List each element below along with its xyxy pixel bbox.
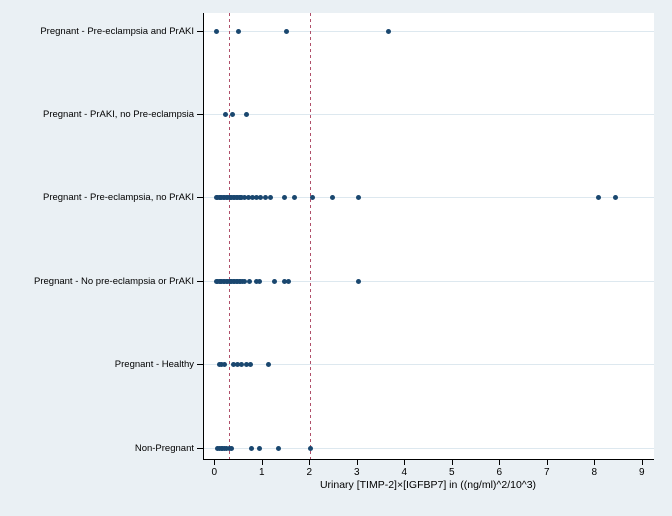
category-label: Pregnant - Pre-eclampsia, no PrAKI — [42, 192, 194, 204]
data-point — [230, 362, 236, 368]
category-tick — [197, 113, 203, 115]
reference-line — [229, 13, 231, 459]
data-point — [258, 195, 264, 201]
x-axis-tick — [641, 460, 643, 465]
data-point — [247, 362, 253, 368]
x-axis-tick-label: 4 — [401, 467, 408, 478]
data-point — [242, 278, 248, 284]
data-point — [256, 445, 262, 451]
data-point — [275, 445, 281, 451]
x-axis-tick — [356, 460, 358, 465]
data-point — [239, 195, 245, 201]
data-point — [246, 195, 252, 201]
category-label: Pregnant - PrAKI, no Pre-eclampsia — [42, 108, 194, 120]
category-tick — [197, 280, 203, 282]
category-tick — [197, 197, 203, 199]
x-axis-tick-label: 6 — [496, 467, 503, 478]
data-point — [267, 195, 273, 201]
data-point — [249, 195, 255, 201]
data-point — [214, 28, 220, 34]
x-axis-tick — [499, 460, 501, 465]
category-label: Pregnant - Healthy — [114, 359, 194, 371]
data-point — [307, 445, 313, 451]
category-gridline — [204, 447, 654, 449]
x-axis-tick — [451, 460, 453, 465]
data-point — [356, 278, 362, 284]
x-axis-tick — [261, 460, 263, 465]
data-point — [263, 195, 269, 201]
data-point — [281, 195, 287, 201]
data-point — [309, 195, 315, 201]
x-axis-tick-label: 5 — [449, 467, 455, 478]
data-point — [249, 445, 255, 451]
data-point — [236, 28, 242, 34]
x-axis-tick — [594, 460, 596, 465]
data-point — [242, 195, 248, 201]
x-axis-tick-label: 2 — [306, 467, 313, 478]
data-point — [243, 362, 249, 368]
x-axis-tick-label: 7 — [544, 467, 550, 478]
x-axis-tick — [404, 460, 406, 465]
data-point — [230, 111, 236, 117]
data-point — [329, 195, 335, 201]
data-point — [247, 278, 253, 284]
category-label: Pregnant - Pre-eclampsia and PrAKI — [40, 25, 194, 37]
plot-area — [203, 13, 654, 460]
data-point — [253, 278, 259, 284]
category-gridline — [204, 364, 654, 366]
x-axis-tick — [214, 460, 216, 465]
x-axis-tick-label: 0 — [211, 467, 218, 478]
x-axis-tick — [309, 460, 311, 465]
data-point — [219, 362, 225, 368]
reference-line — [309, 13, 311, 459]
data-point — [284, 28, 290, 34]
x-axis-tick-label: 8 — [591, 467, 598, 478]
x-axis-tick-label: 9 — [639, 467, 645, 478]
category-tick — [197, 30, 203, 32]
category-gridline — [204, 30, 654, 32]
data-point — [254, 195, 260, 201]
data-point — [235, 362, 241, 368]
data-point — [266, 362, 271, 368]
data-point — [228, 445, 234, 451]
category-label: Non-Pregnant — [134, 442, 194, 454]
data-point — [385, 28, 391, 34]
data-point — [256, 278, 262, 284]
data-point — [223, 111, 229, 117]
x-axis-tick-label: 3 — [354, 467, 360, 478]
x-axis-tick-label: 1 — [259, 467, 265, 478]
data-point — [596, 195, 602, 201]
category-gridline — [204, 113, 654, 115]
data-point — [216, 362, 222, 368]
data-point — [239, 362, 245, 368]
category-tick — [197, 447, 203, 449]
data-point — [291, 195, 297, 201]
x-axis-title: Urinary [TIMP-2]×[IGFBP7] in ((ng/ml)^2/… — [319, 479, 537, 491]
data-point — [612, 195, 618, 201]
data-point — [222, 362, 228, 368]
data-point — [356, 195, 362, 201]
data-point — [244, 111, 250, 117]
data-point — [281, 278, 287, 284]
data-point — [286, 278, 292, 284]
category-label: Pregnant - No pre-eclampsia or PrAKI — [34, 275, 194, 287]
x-axis-tick — [546, 460, 548, 465]
category-tick — [197, 364, 203, 366]
data-point — [271, 278, 277, 284]
